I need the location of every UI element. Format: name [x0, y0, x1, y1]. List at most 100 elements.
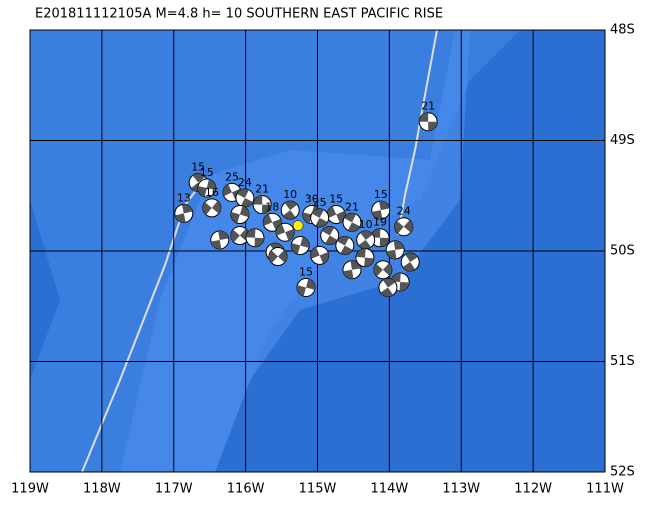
- beachball-quadrant: [306, 278, 315, 290]
- beachball-quadrant: [405, 253, 418, 263]
- beachball-quadrant: [311, 208, 324, 218]
- beachball-quadrant: [283, 210, 296, 220]
- beachball-quadrant: [402, 262, 416, 272]
- x-tick-label: 116W: [227, 482, 265, 497]
- beachball-quadrant: [360, 230, 373, 240]
- depth-label: 13: [177, 191, 191, 204]
- y-tick-label: 51S: [610, 354, 635, 369]
- beachball-quadrant: [382, 278, 396, 288]
- beachball-quadrant: [419, 112, 429, 122]
- beachball-quadrant: [428, 121, 438, 131]
- beachball-quadrant: [181, 204, 193, 214]
- focal-mechanism: [268, 247, 288, 267]
- depth-label: 24: [238, 176, 252, 189]
- x-tick-label: 115W: [299, 482, 337, 497]
- depth-label: 15: [329, 193, 343, 206]
- plate-boundary: [81, 184, 201, 473]
- beachball-quadrant: [340, 245, 353, 255]
- plate-boundary: [397, 29, 438, 236]
- beachball-quadrant: [210, 239, 222, 249]
- focal-mechanism: [230, 205, 250, 225]
- focal-mechanism: [356, 230, 376, 250]
- focal-mechanism: [385, 240, 405, 260]
- beachball-quadrant: [245, 228, 256, 238]
- beachball-quadrant: [175, 213, 186, 223]
- focal-mechanism: [335, 235, 355, 255]
- beachball-quadrant: [394, 220, 404, 234]
- depth-label: 30: [305, 193, 319, 206]
- focal-mechanism: [342, 260, 362, 280]
- focal-mechanism: [342, 212, 362, 232]
- x-tick-label: 114W: [371, 482, 409, 497]
- focal-mechanism: [371, 200, 391, 220]
- y-tick-label: 48S: [610, 23, 635, 38]
- beachball-quadrant: [358, 239, 372, 249]
- beachball-quadrant: [373, 263, 383, 277]
- beachball-quadrant: [262, 204, 272, 214]
- beachball-quadrant: [230, 229, 240, 243]
- beachball-quadrant: [319, 251, 329, 264]
- depth-label: 15: [200, 166, 214, 179]
- depth-label: 24: [397, 205, 411, 218]
- focal-mechanism: [174, 203, 194, 223]
- depth-label: 19: [373, 216, 387, 229]
- beachball-quadrant: [379, 237, 390, 247]
- beachball-quadrant: [236, 188, 249, 198]
- beachball-quadrant: [268, 250, 278, 264]
- beachball-quadrant: [325, 235, 338, 245]
- depth-label: 25: [225, 170, 239, 183]
- beachball-quadrant: [355, 248, 366, 258]
- depth-label: 21: [255, 183, 269, 196]
- x-tick-label: 119W: [11, 482, 49, 497]
- x-tick-label: 117W: [155, 482, 193, 497]
- x-tick-label: 111W: [586, 482, 624, 497]
- beachball-quadrant: [336, 236, 350, 246]
- beachball-quadrant: [347, 222, 361, 232]
- focal-mechanism: [418, 112, 438, 132]
- focal-mechanism: [326, 205, 346, 225]
- focal-mechanism: [400, 252, 420, 272]
- beachball-quadrant: [364, 257, 374, 267]
- beachball-quadrant: [386, 249, 397, 259]
- map-title: E201811112105A M=4.8 h= 10 SOUTHERN EAST…: [35, 7, 443, 22]
- focal-mechanism: [210, 230, 230, 250]
- beachball-quadrant: [310, 247, 320, 259]
- map-frame: [29, 29, 606, 473]
- beachball-quadrant: [297, 285, 306, 297]
- beachball-quadrant: [379, 201, 390, 211]
- focal-mechanism: [320, 226, 340, 246]
- focal-mechanism: [280, 200, 300, 220]
- depth-label: 21: [345, 200, 359, 213]
- focal-mechanism: [290, 235, 310, 255]
- beachball-quadrant: [202, 202, 212, 215]
- beachball-quadrant: [302, 212, 312, 224]
- beachball-quadrant: [277, 249, 287, 263]
- focal-mechanism: [378, 277, 398, 297]
- focal-mechanism: [310, 208, 330, 228]
- focal-mechanism: [245, 228, 265, 248]
- beachball-quadrant: [284, 201, 298, 211]
- x-tick-label: 118W: [83, 482, 121, 497]
- focal-mechanism: [296, 277, 316, 297]
- beachball-quadrant: [254, 237, 264, 247]
- x-tick-label: 112W: [514, 482, 552, 497]
- y-tick-label: 49S: [610, 133, 635, 148]
- focal-mechanism: [394, 217, 414, 237]
- beachball-quadrant: [253, 195, 263, 205]
- beachball-quadrant: [263, 214, 273, 226]
- beachball-quadrant: [391, 272, 401, 282]
- depth-label: 21: [421, 100, 435, 113]
- beachball-quadrant: [222, 184, 232, 197]
- beachball-quadrant: [211, 200, 221, 214]
- focal-mechanism: [355, 248, 375, 268]
- y-tick-label: 52S: [610, 465, 635, 480]
- depth-label: 16: [205, 186, 219, 199]
- focal-mechanism: [252, 195, 272, 215]
- focal-mechanism: [197, 178, 217, 198]
- x-tick-label: 113W: [442, 482, 480, 497]
- beachball-quadrant: [192, 173, 206, 183]
- beachball-quadrant: [382, 263, 392, 276]
- beachball-quadrant: [393, 240, 405, 250]
- beachball-quadrant: [300, 236, 310, 248]
